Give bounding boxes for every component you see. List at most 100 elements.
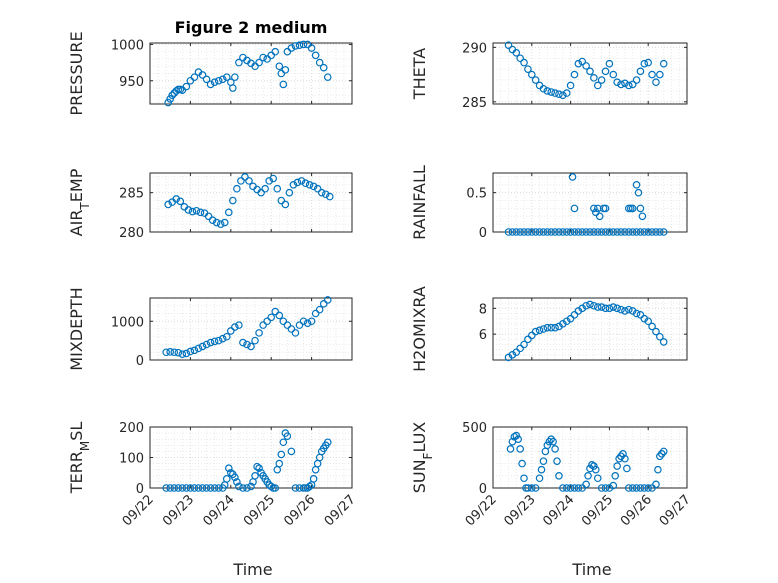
data-point — [178, 484, 187, 492]
data-point — [291, 329, 300, 337]
data-point — [543, 87, 552, 95]
data-point — [524, 65, 532, 73]
data-point — [605, 304, 614, 313]
data-point — [652, 78, 660, 87]
data-point — [512, 49, 521, 57]
data-point — [512, 348, 521, 357]
data-point — [309, 475, 318, 483]
data-point — [636, 310, 645, 319]
data-point — [214, 336, 223, 345]
data-point — [617, 80, 625, 89]
data-point — [281, 66, 290, 74]
data-point — [609, 70, 618, 79]
data-point — [291, 42, 300, 50]
data-point — [317, 188, 326, 197]
data-point — [516, 344, 524, 353]
data-point — [285, 188, 294, 197]
data-point — [590, 301, 598, 310]
data-point — [640, 484, 649, 492]
data-point — [644, 58, 653, 67]
data-point — [275, 459, 284, 468]
data-point — [539, 325, 548, 333]
data-series — [162, 429, 332, 492]
data-point — [506, 445, 515, 453]
y-axis-label: THETA — [410, 48, 429, 100]
data-point — [319, 300, 328, 308]
y-tick-label: 950 — [119, 75, 144, 90]
data-point — [648, 228, 656, 236]
data-point — [287, 447, 296, 456]
data-point — [174, 348, 183, 357]
data-point — [535, 474, 544, 483]
data-point — [531, 327, 540, 336]
data-point — [605, 59, 614, 68]
data-point — [214, 76, 223, 85]
data-point — [621, 79, 629, 88]
data-point — [628, 484, 637, 492]
data-point — [605, 484, 614, 492]
data-point — [255, 329, 263, 337]
data-point — [313, 184, 322, 193]
data-point — [239, 338, 247, 347]
data-point — [628, 80, 637, 89]
data-point — [535, 228, 544, 236]
data-point — [547, 228, 556, 236]
data-point — [632, 76, 641, 84]
data-point — [520, 340, 528, 349]
data-point — [605, 228, 614, 236]
data-point — [551, 323, 559, 332]
data-point — [166, 348, 175, 356]
data-point — [590, 228, 598, 236]
plot-area — [492, 172, 688, 233]
data-point — [218, 334, 227, 343]
data-point — [539, 228, 548, 236]
data-point — [632, 228, 641, 236]
data-point — [586, 67, 594, 76]
data-point — [237, 177, 245, 185]
data-point — [253, 462, 261, 471]
data-point — [601, 228, 610, 236]
data-point — [222, 332, 231, 341]
data-point — [516, 445, 524, 453]
data-point — [170, 484, 179, 492]
data-point — [636, 484, 645, 492]
data-point — [555, 90, 563, 98]
data-point — [303, 319, 312, 327]
y-axis-label: AIRTEMP — [67, 168, 92, 236]
data-point — [168, 91, 177, 100]
data-point — [307, 317, 316, 326]
data-point — [656, 332, 664, 341]
data-point — [636, 228, 645, 236]
data-point — [597, 484, 606, 492]
data-point — [611, 471, 620, 480]
data-point — [518, 459, 526, 468]
y-tick-label: 100 — [119, 452, 144, 467]
data-point — [259, 321, 267, 329]
data-point — [520, 228, 528, 236]
data-point — [592, 465, 600, 474]
data-point — [659, 447, 668, 456]
plot-frame — [149, 42, 353, 105]
data-point — [578, 57, 587, 66]
data-point — [524, 335, 532, 344]
data-point — [652, 228, 660, 236]
data-point — [210, 337, 219, 346]
y-tick-label: 1000 — [111, 315, 144, 330]
data-series — [506, 431, 668, 492]
data-point — [574, 59, 583, 68]
data-point — [584, 471, 592, 480]
data-point — [162, 484, 170, 492]
data-point — [198, 484, 207, 492]
data-series — [162, 296, 332, 358]
data-point — [186, 484, 195, 492]
data-point — [271, 307, 280, 316]
data-point — [311, 51, 320, 60]
data-point — [562, 228, 571, 236]
data-point — [166, 95, 175, 103]
y-axis-label: SUNFLUX — [410, 422, 435, 494]
data-point — [566, 314, 575, 323]
data-point — [233, 184, 241, 193]
data-point — [543, 441, 552, 450]
data-point — [640, 59, 649, 68]
data-point — [504, 41, 513, 49]
